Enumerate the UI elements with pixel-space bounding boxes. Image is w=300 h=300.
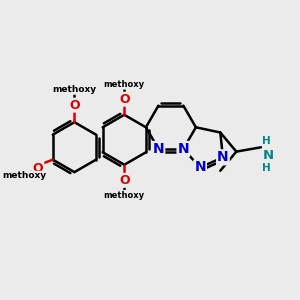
- Text: N: N: [178, 142, 189, 156]
- Text: H: H: [262, 136, 271, 146]
- Text: O: O: [119, 174, 130, 187]
- Text: N: N: [217, 150, 229, 164]
- Text: methoxy: methoxy: [52, 85, 97, 94]
- Text: methoxy: methoxy: [104, 190, 145, 200]
- Text: H: H: [262, 163, 271, 173]
- Text: O: O: [69, 99, 80, 112]
- Text: N: N: [153, 142, 164, 156]
- Text: methoxy: methoxy: [2, 172, 46, 181]
- Text: O: O: [119, 93, 130, 106]
- Text: methoxy: methoxy: [104, 80, 145, 89]
- Text: O: O: [33, 162, 43, 175]
- Text: N: N: [194, 160, 206, 175]
- Text: N: N: [262, 149, 274, 162]
